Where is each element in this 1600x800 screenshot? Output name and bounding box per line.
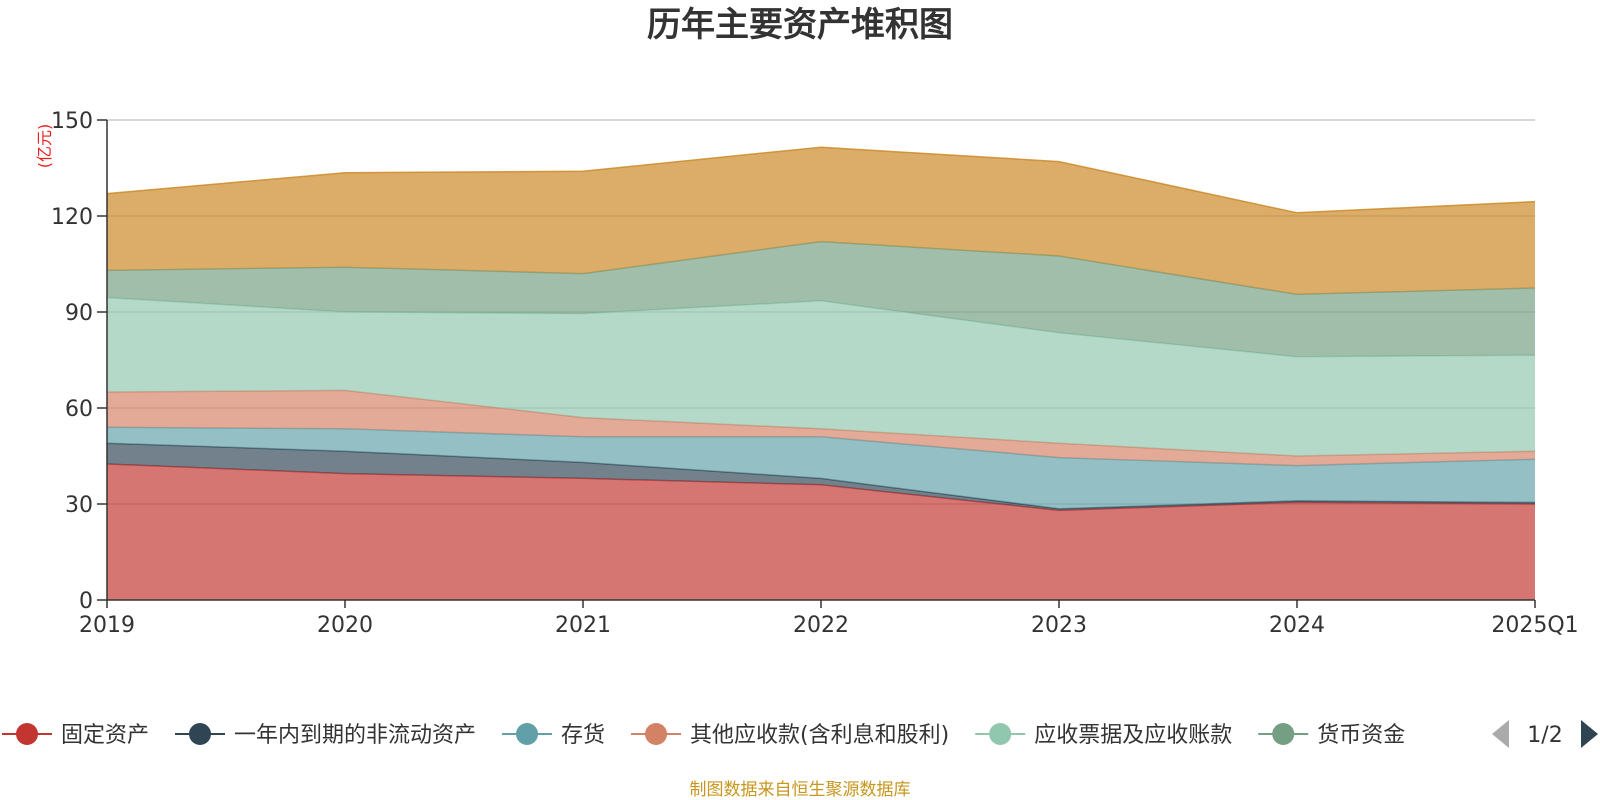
legend-next-arrow-icon[interactable] (1581, 720, 1598, 748)
x-tick-label: 2019 (79, 613, 135, 638)
x-tick-label: 2021 (555, 613, 611, 638)
legend-page-indicator: 1/2 (1527, 723, 1562, 748)
x-tick-label: 2023 (1031, 613, 1087, 638)
x-tick-label: 2025Q1 (1491, 613, 1578, 638)
x-tick-label: 2024 (1269, 613, 1325, 638)
legend-prev-arrow-icon[interactable] (1492, 720, 1509, 748)
legend[interactable]: 固定资产 一年内到期的非流动资产 存货 其他应收款(含利息和股利) 应收票据及应收账款 货… (2, 723, 1405, 748)
legend-label: 其他应收款(含利息和股利) (690, 723, 949, 748)
y-tick-label: 60 (65, 397, 93, 422)
axes: 0 30 60 90 120 150 2019 2020 2021 2022 2023 2024 202… (51, 109, 1579, 638)
x-tick-label: 2020 (317, 613, 373, 638)
area-series-1 (107, 443, 1535, 511)
chart-title: 历年主要资产堆积图 (647, 5, 953, 45)
y-tick-label: 150 (51, 109, 93, 134)
source-note: 制图数据来自恒生聚源数据库 (690, 780, 911, 800)
legend-marker-icon (989, 723, 1012, 745)
y-tick-label: 120 (51, 205, 93, 230)
legend-label: 存货 (561, 723, 605, 748)
legend-label: 应收票据及应收账款 (1034, 723, 1232, 748)
y-axis-unit-label: (亿元) (35, 124, 54, 169)
y-tick-label: 90 (65, 301, 93, 326)
legend-item[interactable]: 其他应收款(含利息和股利) (631, 723, 949, 748)
legend-label: 货币资金 (1317, 723, 1405, 748)
legend-label: 一年内到期的非流动资产 (234, 723, 476, 748)
area-series-4 (107, 297, 1535, 456)
legend-item[interactable]: 一年内到期的非流动资产 (175, 723, 476, 748)
legend-item[interactable]: 货币资金 (1258, 723, 1405, 748)
x-tick-label: 2022 (793, 613, 849, 638)
area-line-series-6 (106, 146, 1536, 214)
legend-marker-icon (189, 723, 212, 745)
legend-marker-icon (1272, 723, 1295, 745)
legend-pager[interactable]: 1/2 (1492, 720, 1598, 748)
legend-marker-icon (645, 723, 668, 745)
area-series-3 (107, 390, 1535, 466)
legend-marker-icon (516, 723, 539, 745)
stacked-areas (106, 146, 1536, 600)
legend-item[interactable]: 应收票据及应收账款 (975, 723, 1232, 748)
legend-marker-icon (16, 723, 38, 745)
legend-item[interactable]: 固定资产 (2, 723, 149, 748)
area-series-5 (107, 241, 1535, 357)
area-series-2 (107, 427, 1535, 509)
area-series-6 (107, 147, 1535, 295)
y-tick-label: 30 (65, 493, 93, 518)
legend-label: 固定资产 (61, 723, 149, 748)
legend-item[interactable]: 存货 (502, 723, 605, 748)
y-tick-label: 0 (79, 589, 93, 614)
area-series-0 (107, 464, 1535, 600)
